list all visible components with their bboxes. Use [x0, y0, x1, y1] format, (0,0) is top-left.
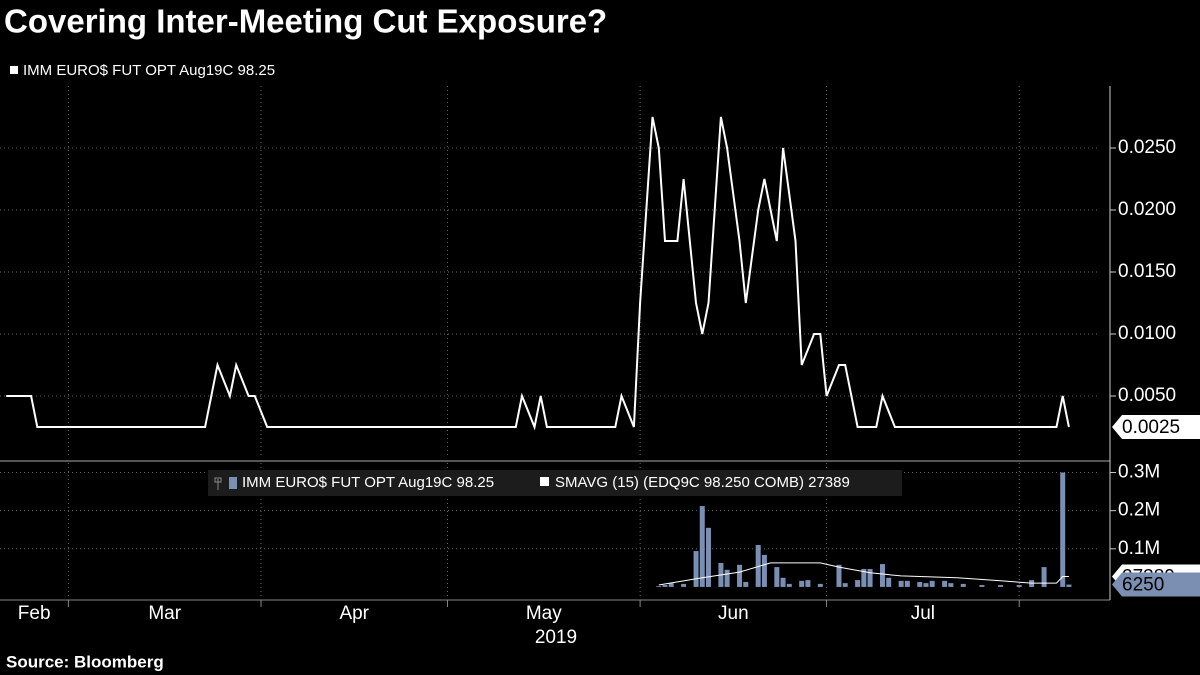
line	[6, 116, 1070, 431]
bar	[755, 544, 761, 587]
bar	[786, 583, 792, 587]
bar	[705, 527, 711, 587]
legend-swatch	[540, 477, 549, 486]
y-tick-label: 0.1M	[1118, 538, 1160, 559]
legend-icon	[214, 477, 222, 483]
y-tick-label: 0.0200	[1118, 199, 1176, 220]
y-tick-label: 0.2M	[1118, 500, 1160, 521]
last-value-box	[1112, 415, 1200, 439]
bar	[879, 564, 885, 587]
bar	[699, 506, 705, 587]
x-tick-label: Mar	[148, 603, 181, 624]
bar	[799, 580, 805, 587]
y-tick-label: 0.0050	[1118, 385, 1176, 406]
y-tick-label: 0.3M	[1118, 462, 1160, 483]
x-tick-label: Apr	[339, 603, 369, 624]
bar	[998, 585, 1004, 587]
last-value-label: 6250	[1122, 575, 1164, 596]
y-tick-label: 0.0100	[1118, 323, 1176, 344]
last-value-label: 0.0025	[1122, 417, 1180, 438]
bar	[904, 580, 910, 587]
bar	[805, 580, 811, 587]
bar	[886, 577, 892, 587]
bar	[842, 583, 848, 587]
legend-swatch	[10, 66, 18, 74]
x-tick-label: May	[526, 603, 562, 624]
bar	[662, 585, 668, 587]
bar	[867, 569, 873, 587]
bar	[656, 586, 662, 587]
chart-title: Covering Inter-Meeting Cut Exposure?	[4, 3, 607, 40]
bar	[693, 551, 699, 587]
legend-box	[208, 470, 902, 496]
bar	[960, 583, 966, 587]
bar	[855, 580, 861, 587]
bar	[836, 564, 842, 587]
y-tick-label: 0.0150	[1118, 261, 1176, 282]
y-tick-label: 0.0250	[1118, 137, 1176, 158]
bar	[724, 569, 730, 587]
x-axis-label: 2019	[535, 627, 577, 648]
legend-swatch	[229, 477, 237, 489]
bar	[681, 583, 687, 587]
bar	[923, 583, 929, 587]
bar	[1066, 584, 1072, 587]
bar	[861, 569, 867, 587]
bar	[917, 581, 923, 587]
bar	[948, 583, 954, 587]
bar	[780, 577, 786, 587]
x-tick-label: Feb	[18, 603, 51, 624]
bar	[929, 580, 935, 587]
legend-label: IMM EURO$ FUT OPT Aug19C 98.25	[23, 62, 275, 79]
legend-label: IMM EURO$ FUT OPT Aug19C 98.25	[242, 474, 494, 491]
bar	[761, 554, 767, 587]
bar	[774, 567, 780, 587]
x-tick-label: Jul	[911, 603, 935, 624]
x-tick-label: Jun	[718, 603, 749, 624]
last-value-box	[1112, 572, 1200, 597]
bar	[817, 583, 823, 587]
bar	[898, 580, 904, 587]
bar	[743, 581, 749, 587]
bar	[979, 585, 985, 587]
bar	[942, 580, 948, 587]
bar	[1060, 472, 1066, 587]
bar	[1016, 585, 1022, 587]
bar	[737, 564, 743, 587]
bar	[668, 583, 674, 587]
source: Source: Bloomberg	[6, 652, 164, 671]
line	[658, 562, 1069, 586]
bar	[1041, 567, 1047, 587]
legend-label: SMAVG (15) (EDQ9C 98.250 COMB) 27389	[555, 474, 850, 491]
